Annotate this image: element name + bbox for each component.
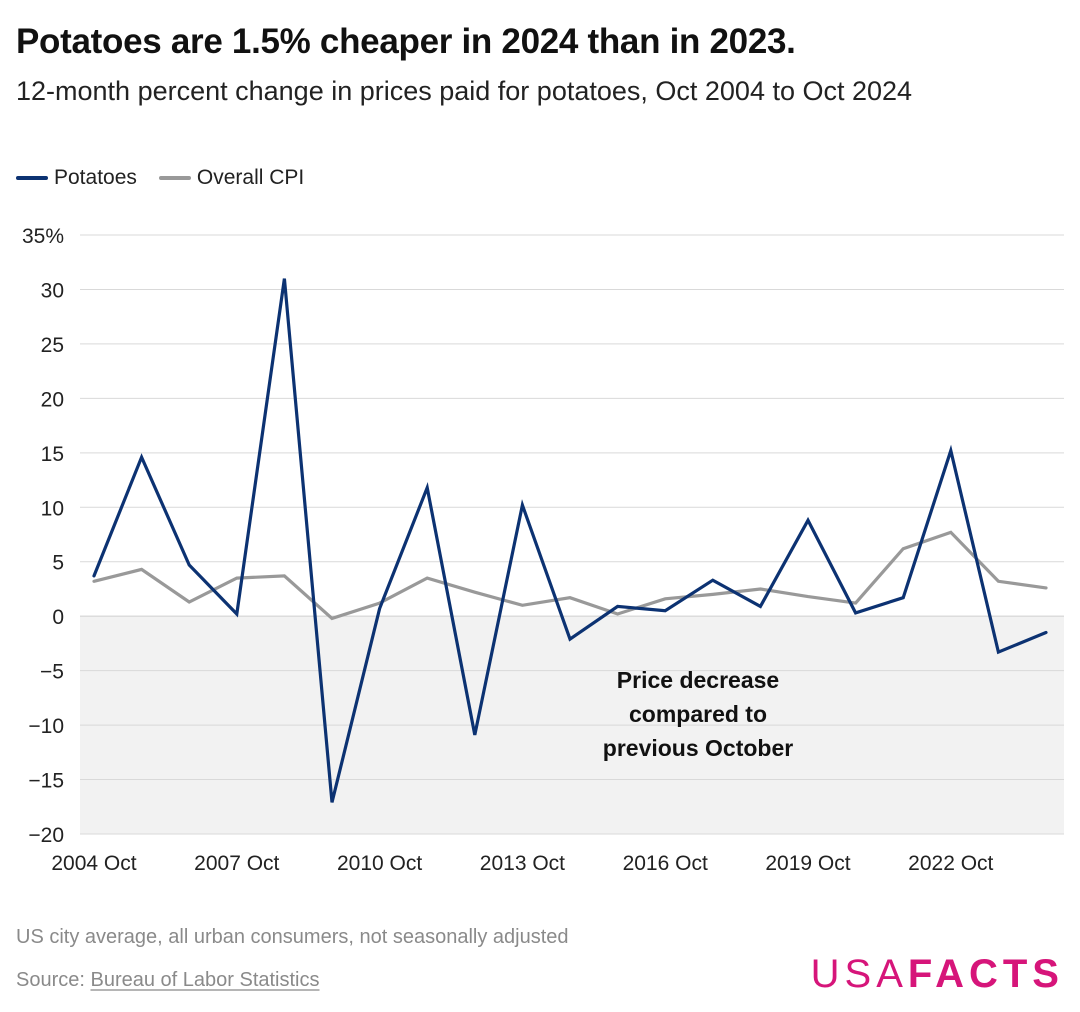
- y-tick-label: −10: [28, 715, 64, 738]
- x-tick-label: 2022 Oct: [908, 852, 993, 875]
- chart-subtitle: 12-month percent change in prices paid f…: [16, 76, 913, 106]
- legend-item-overall-cpi: Overall CPI: [158, 166, 305, 190]
- x-tick-label: 2019 Oct: [765, 852, 850, 875]
- logo-text-usa: USA: [810, 952, 908, 996]
- legend-swatch-potatoes: [16, 176, 48, 180]
- chart-title: Potatoes are 1.5% cheaper in 2024 than i…: [16, 22, 796, 61]
- legend: Potatoes Overall CPI: [16, 166, 326, 190]
- annotation-line-1: Price decrease: [617, 667, 779, 693]
- x-tick-label: 2004 Oct: [51, 852, 136, 875]
- source-prefix: Source:: [16, 969, 91, 991]
- x-tick-label: 2007 Oct: [194, 852, 279, 875]
- source-link[interactable]: Bureau of Labor Statistics: [90, 969, 320, 991]
- y-tick-label: 5: [52, 552, 64, 575]
- y-tick-label: 15: [41, 443, 64, 466]
- legend-swatch-overall-cpi: [158, 176, 191, 180]
- series-lines: [92, 278, 1048, 803]
- annotation: Price decrease compared to previous Octo…: [603, 667, 793, 761]
- y-tick-label: 35%: [22, 225, 64, 248]
- y-tick-label: 30: [41, 279, 64, 302]
- y-axis-ticks: 35% 30 25 20 15 10 5 0 −5 −10 −15 −20: [22, 225, 64, 847]
- legend-label-potatoes: Potatoes: [54, 166, 137, 189]
- x-tick-label: 2016 Oct: [623, 852, 708, 875]
- x-tick-label: 2010 Oct: [337, 852, 422, 875]
- y-tick-label: −15: [28, 770, 64, 793]
- legend-item-potatoes: Potatoes: [16, 166, 137, 190]
- usafacts-logo: USAFACTS: [811, 952, 1064, 997]
- annotation-line-3: previous October: [603, 735, 793, 761]
- series-line-overall-cpi: [92, 530, 1048, 621]
- x-tick-label: 2013 Oct: [480, 852, 565, 875]
- logo-text-facts: FACTS: [907, 952, 1064, 996]
- gridlines: [80, 234, 1064, 835]
- y-tick-label: 25: [41, 334, 64, 357]
- y-tick-label: 20: [41, 388, 64, 411]
- y-tick-label: −20: [28, 824, 64, 847]
- line-chart: 35% 30 25 20 15 10 5 0 −5 −10 −15 −20 2004 Oct 2007 …: [22, 225, 1064, 875]
- x-axis-ticks: 2004 Oct 2007 Oct 2010 Oct 2013 Oct 2016 Oct…: [51, 852, 993, 875]
- legend-label-overall-cpi: Overall CPI: [196, 166, 305, 189]
- y-tick-label: −5: [40, 661, 64, 684]
- source-line: Source: Bureau of Labor Statistics: [16, 969, 320, 992]
- series-line-potatoes: [92, 278, 1048, 803]
- y-tick-label: 0: [52, 606, 64, 629]
- y-tick-label: 10: [41, 497, 64, 520]
- annotation-line-2: compared to: [629, 701, 767, 727]
- footnote: US city average, all urban consumers, no…: [16, 926, 569, 948]
